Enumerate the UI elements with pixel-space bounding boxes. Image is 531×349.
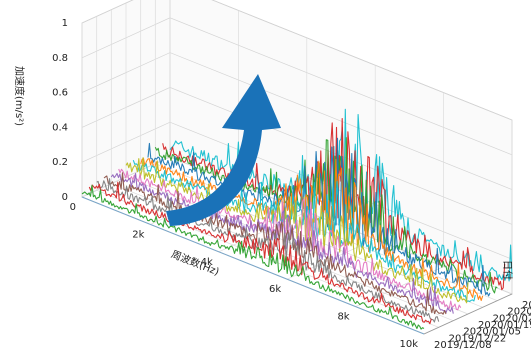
series-line-6 — [125, 157, 469, 304]
date-tick-label-4: 2020/02/02 — [493, 313, 531, 324]
date-tick-label-6: 2020/03/01 — [522, 300, 531, 311]
trend-arrow — [166, 74, 281, 226]
date-axis-line — [423, 293, 513, 335]
z-tick-label-4: 0.8 — [52, 53, 68, 64]
x-tick-label-0: 0 — [70, 202, 76, 213]
date-tick-label-3: 2020/01/19 — [478, 320, 531, 331]
date-tick-label-5: 2020/02/16 — [507, 307, 531, 318]
date-tick-label-1: 2019/12/22 — [449, 333, 507, 344]
y-axis-title: 日付 — [501, 260, 514, 280]
z-tick-label-1: 0.2 — [52, 157, 68, 168]
date-tick-label-0: 2019/12/08 — [434, 340, 492, 349]
x-axis-title: 周波数(Hz) — [169, 247, 221, 278]
z-tick-label-0: 0 — [62, 192, 68, 203]
series-line-10 — [154, 137, 498, 294]
series-line-8 — [140, 157, 484, 302]
series-line-0 — [81, 184, 425, 330]
series-line-12 — [169, 108, 513, 282]
date-tick-label-2: 2020/01/05 — [463, 327, 521, 338]
z-tick-label-3: 0.6 — [52, 88, 68, 99]
z-axis-title: 加速度(m/s²) — [13, 66, 26, 126]
floor-axes — [81, 196, 513, 335]
x-tick-label-1: 2k — [132, 229, 144, 240]
axis-labels: 0 0.2 0.4 0.6 0.8 1 0 2k 4k 6k 8k 10k 2019/12/082019… — [13, 18, 531, 349]
trend-arrow-annotation — [166, 74, 281, 226]
series-line-11 — [162, 117, 506, 291]
date-gridline-1 — [96, 16, 439, 328]
z-tick-label-2: 0.4 — [52, 122, 68, 133]
x-tick-label-2: 4k — [201, 257, 213, 268]
frequency-axis-line — [81, 196, 425, 335]
z-gridline-5 — [81, 0, 513, 121]
z-tick-label-5: 1 — [62, 18, 68, 29]
x-tick-label-4: 8k — [337, 312, 349, 323]
series-line-1 — [88, 181, 432, 325]
x-tick-label-3: 6k — [269, 284, 281, 295]
x-tick-label-5: 10k — [399, 339, 418, 349]
spectrum-series — [81, 108, 513, 330]
